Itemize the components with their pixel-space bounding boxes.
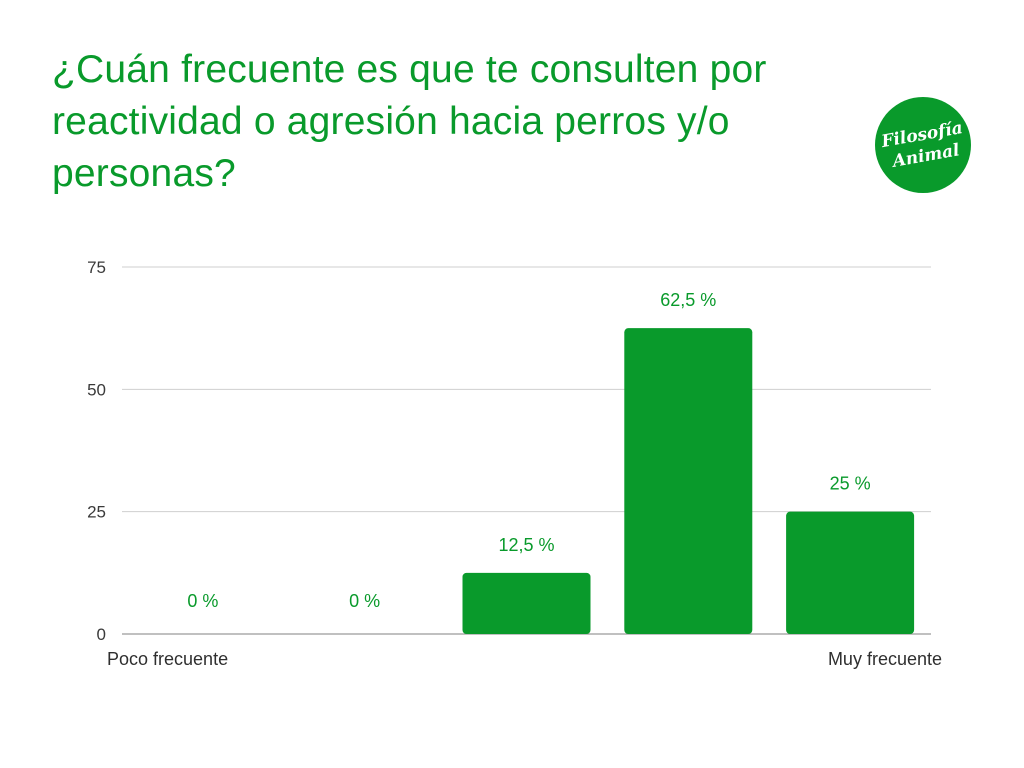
data-label-3: 12,5 % — [498, 535, 554, 555]
y-tick-label-50: 50 — [87, 380, 106, 399]
brand-logo: Filosofía Animal — [875, 97, 971, 193]
data-label-2: 0 % — [349, 591, 380, 611]
y-tick-label-75: 75 — [87, 258, 106, 277]
x-end-label-right: Muy frecuente — [828, 649, 942, 669]
bar-4 — [624, 328, 753, 634]
bar-5 — [786, 511, 915, 634]
y-tick-label-0: 0 — [97, 625, 106, 644]
data-label-4: 62,5 % — [660, 290, 716, 310]
logo-circle — [875, 97, 971, 193]
chart-title: ¿Cuán frecuente es que te consulten por … — [52, 48, 767, 195]
data-label-1: 0 % — [187, 591, 218, 611]
bar-3 — [462, 572, 591, 634]
x-end-label-left: Poco frecuente — [107, 649, 228, 669]
data-label-5: 25 % — [830, 474, 871, 494]
y-tick-label-25: 25 — [87, 503, 106, 522]
